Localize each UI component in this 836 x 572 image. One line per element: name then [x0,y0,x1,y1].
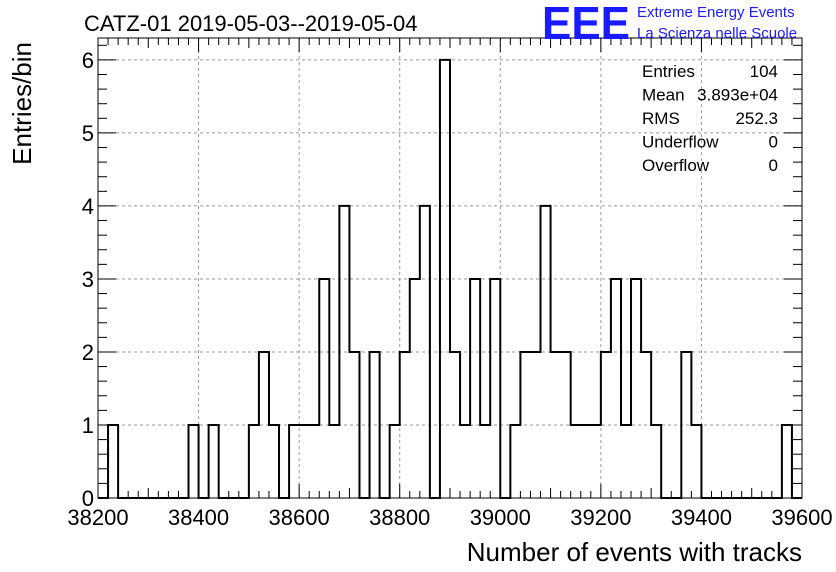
stats-value: 0 [769,133,778,152]
histogram-bin [189,425,199,498]
histogram-bin [480,425,490,498]
histogram-bin [490,279,500,498]
stats-value: 252.3 [735,109,778,128]
grid-lines [98,38,802,498]
eee-logo-mark: EEE [542,0,630,49]
stats-label: Overflow [642,156,710,175]
histogram-bin [691,425,701,498]
histogram-bin [470,279,480,498]
y-tick-label: 1 [82,413,94,438]
histogram-bin [108,425,118,498]
histogram-bin [631,279,641,498]
x-tick-labels: 38200 38400 38600 38800 39000 39200 39400 39600 [67,505,832,530]
chart-title: CATZ-01 2019-05-03--2019-05-04 [84,11,417,36]
histogram-bin [299,425,309,498]
histogram-bin [249,425,259,498]
histogram-bin [209,425,219,498]
x-axis-label: Number of events with tracks [467,537,802,567]
histogram-bin [390,425,400,498]
stats-value: 3.893e+04 [697,86,778,105]
stats-label: Entries [642,62,695,81]
y-tick-label: 0 [82,486,94,511]
histogram-outline [98,58,802,499]
histogram-bin [410,279,420,498]
x-tick-label: 38200 [67,505,128,530]
histogram-bin [591,425,601,498]
x-tick-label: 38600 [269,505,330,530]
histogram-bin [581,425,591,498]
logo-line-2: La Scienza nelle Scuole [637,25,797,42]
histogram-bin [621,425,631,498]
histogram-bin [289,425,299,498]
y-axis-label: Entries/bin [7,42,37,165]
x-tick-label: 39000 [470,505,531,530]
histogram-bin [460,425,470,498]
stats-value: 104 [750,62,778,81]
axis-ticks [97,38,803,499]
stats-label: RMS [642,109,680,128]
x-tick-label: 39200 [570,505,631,530]
histogram-bin [611,279,621,498]
histogram-bin [319,279,329,498]
x-tick-label: 39600 [771,505,832,530]
y-tick-label: 3 [82,267,94,292]
histogram-bin [329,425,339,498]
stats-label: Underflow [642,133,719,152]
histogram-bin [782,425,792,498]
histogram-bin [651,425,661,498]
eee-logo: EEE Extreme Energy Events La Scienza nel… [542,0,797,49]
y-tick-label: 4 [82,194,94,219]
histogram-bin [269,425,279,498]
histogram-bins [98,58,802,499]
histogram-bin [309,425,319,498]
histogram-bin [510,425,520,498]
x-tick-label: 38800 [369,505,430,530]
y-tick-label: 2 [82,340,94,365]
x-tick-label: 38400 [168,505,229,530]
y-tick-label: 6 [82,48,94,73]
histogram-bin [571,425,581,498]
x-tick-label: 39400 [671,505,732,530]
logo-line-1: Extreme Energy Events [637,4,795,21]
y-tick-label: 5 [82,121,94,146]
stats-value: 0 [769,156,778,175]
stats-box: Entries 104 Mean 3.893e+04 RMS 252.3 Underflow… [642,62,778,175]
stats-label: Mean [642,86,685,105]
y-tick-labels: 0 1 2 3 4 5 6 [82,48,94,511]
